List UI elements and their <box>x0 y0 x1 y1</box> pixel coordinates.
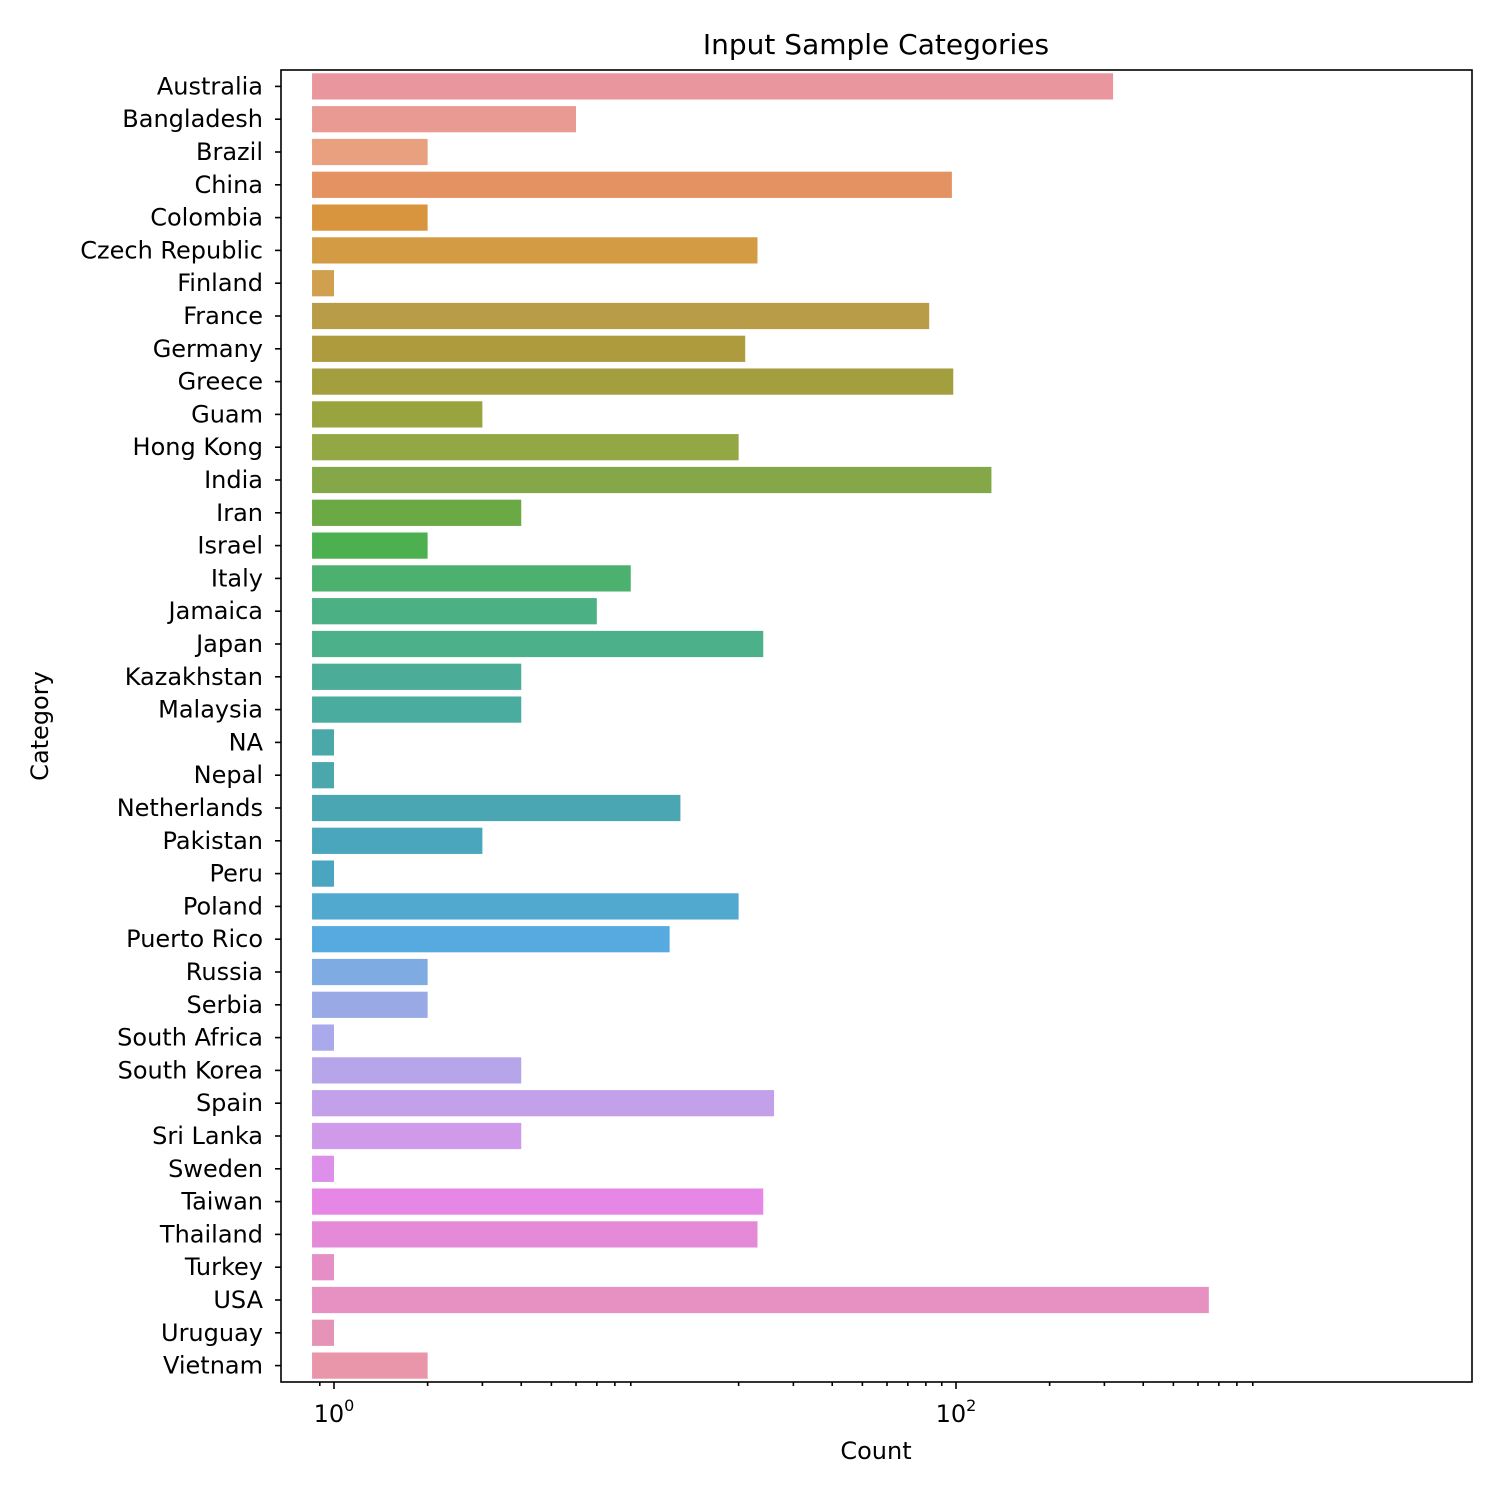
bar <box>312 630 764 658</box>
bar <box>312 499 522 526</box>
y-tick-label: Guam <box>191 400 263 428</box>
y-tick-label: Nepal <box>194 761 263 789</box>
x-ticks: 100 102 <box>314 1382 1254 1428</box>
bar <box>312 237 758 264</box>
y-tick-label: Puerto Rico <box>126 925 263 953</box>
x-axis-label: Count <box>840 1437 911 1465</box>
y-tick-label: Greece <box>178 368 263 396</box>
chart-title: Input Sample Categories <box>703 28 1049 61</box>
y-tick-label: Russia <box>186 958 263 986</box>
bar <box>312 762 334 789</box>
y-tick-label: Hong Kong <box>133 433 263 461</box>
y-tick-label: Sri Lanka <box>152 1122 263 1150</box>
bar <box>312 106 577 133</box>
bar <box>312 434 739 461</box>
y-tick-label: Turkey <box>184 1253 263 1281</box>
bar <box>312 1319 334 1346</box>
y-tick-label: Malaysia <box>158 696 263 724</box>
y-tick-label: Netherlands <box>117 794 263 822</box>
plot-frame <box>280 69 1473 1383</box>
y-tick-label: Sweden <box>168 1155 263 1183</box>
y-tick-label: South Africa <box>117 1024 263 1052</box>
bar <box>312 1254 334 1281</box>
y-tick-label: Peru <box>210 860 263 888</box>
bar <box>312 893 739 920</box>
bar <box>312 1352 428 1379</box>
y-tick-label: France <box>183 302 263 330</box>
y-tick-label: Taiwan <box>180 1188 263 1216</box>
bar <box>312 401 483 428</box>
bar <box>312 171 952 198</box>
y-tick-label: USA <box>213 1286 263 1314</box>
bar <box>312 926 670 953</box>
y-tick-label: Vietnam <box>163 1352 263 1380</box>
y-tick-label: Australia <box>157 72 263 100</box>
bar <box>312 1155 334 1182</box>
bar <box>312 598 597 625</box>
bar <box>312 1286 1209 1314</box>
y-tick-label: Thailand <box>159 1220 263 1248</box>
y-tick-label: Bangladesh <box>122 105 263 133</box>
bar <box>312 729 334 756</box>
bars-group <box>312 73 1209 1379</box>
y-tick-label: Kazakhstan <box>125 663 263 691</box>
y-tick-label: India <box>204 466 263 494</box>
bar <box>312 860 334 887</box>
bar <box>312 1122 522 1150</box>
bar <box>312 270 334 297</box>
bar <box>312 991 428 1018</box>
y-tick-label: Uruguay <box>161 1319 263 1347</box>
y-tick-label: Pakistan <box>163 827 264 855</box>
bar <box>312 204 428 231</box>
y-tick-label: NA <box>229 728 264 756</box>
bar <box>312 663 522 690</box>
bar <box>312 1057 522 1084</box>
y-tick-label: Finland <box>177 269 263 297</box>
bar <box>312 1221 758 1248</box>
y-tick-label: South Korea <box>118 1056 263 1084</box>
y-tick-label: Jamaica <box>167 597 263 625</box>
y-tick-label: Japan <box>194 630 263 658</box>
y-tick-label: Spain <box>196 1089 263 1117</box>
bar <box>312 958 428 986</box>
bar <box>312 827 483 854</box>
bar <box>312 696 522 723</box>
bar <box>312 565 631 592</box>
y-tick-label: Czech Republic <box>80 236 263 264</box>
bar <box>312 335 746 362</box>
y-tick-label: Brazil <box>196 138 263 166</box>
y-tick-label: Germany <box>153 335 263 363</box>
bar <box>312 794 681 822</box>
bar <box>312 466 992 494</box>
y-tick-label: China <box>194 171 263 199</box>
y-tick-label: Italy <box>211 564 263 592</box>
y-axis-label: Category <box>26 671 54 781</box>
bar <box>312 368 954 395</box>
bar <box>312 138 428 166</box>
y-tick-label: Israel <box>197 532 263 560</box>
y-tick-label: Iran <box>216 499 263 527</box>
bar <box>312 73 1114 100</box>
y-tick-label: Colombia <box>150 204 263 232</box>
bar <box>312 532 428 559</box>
x-tick-label: 100 <box>314 1396 355 1428</box>
bar <box>312 1024 334 1051</box>
bar <box>312 302 930 330</box>
y-tick-label: Poland <box>183 892 263 920</box>
x-tick-label: 102 <box>936 1396 977 1428</box>
y-tick-labels: Australia Bangladesh Brazil China Colombia Cz… <box>80 72 281 1380</box>
bar <box>312 1090 775 1117</box>
y-tick-label: Serbia <box>187 991 263 1019</box>
bar <box>312 1188 764 1215</box>
